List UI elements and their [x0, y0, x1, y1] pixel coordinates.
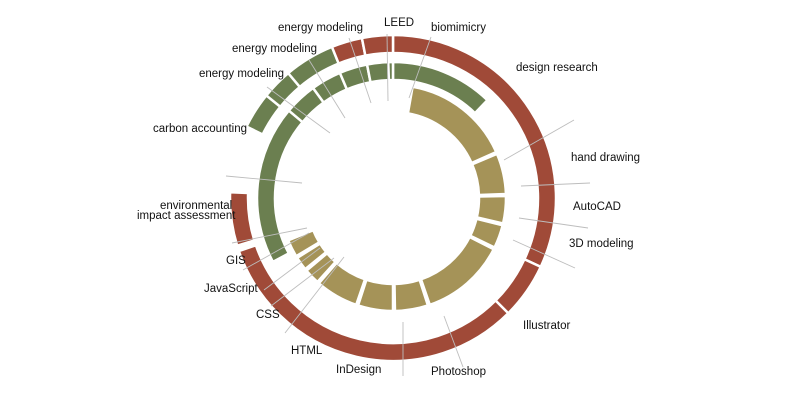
leader-line-css: [270, 257, 335, 307]
segment-label-photoshop: Photoshop: [431, 366, 486, 378]
inner-ring-segment-autocad: [475, 194, 508, 225]
segment-label-design-research: design research: [516, 62, 598, 74]
leader-line-javascript: [263, 247, 321, 291]
inner-ring-segment-indesign: [356, 278, 395, 313]
leader-line-environmental: [225, 175, 303, 184]
inner-ring-segment-hand-drawing: [470, 152, 508, 197]
leader-line-energy-modeling: [308, 59, 346, 119]
leader-line-illustrator: [512, 239, 576, 269]
leader-line-impact-assessment: [231, 227, 308, 244]
outer-ring-segment-hand-drawing: [493, 257, 543, 316]
outer-ring-segment-energy-modeling: [330, 36, 367, 66]
segment-label-illustrator: Illustrator: [523, 320, 570, 332]
inner-ring-segment-html: [317, 261, 367, 307]
inner-ring-segment-design-research: [406, 85, 498, 165]
segment-label-css: CSS: [256, 309, 280, 321]
leader-line-photoshop: [443, 315, 464, 368]
inner-ring-segment-photoshop: [393, 278, 430, 313]
segment-label-energy-modeling: energy modeling: [199, 68, 284, 80]
inner-ring-segment-3d-modeling: [468, 217, 505, 250]
segment-label-biomimicry: biomimicry: [431, 22, 486, 34]
inner-ring-segment-gis: [286, 228, 321, 258]
outer-ring-segment-indesign: [228, 191, 256, 248]
labels-layer: energy modeling LEED biomimicry design rese…: [137, 17, 640, 378]
segment-label-energy-modeling: energy modeling: [278, 22, 363, 34]
middle-ring-segment-leed: [365, 60, 391, 84]
middle-ring-segment-biomimicry: [386, 60, 395, 82]
middle-ring-segment-energy-modeling: [338, 63, 372, 92]
segment-label-gis: GIS: [226, 255, 246, 267]
segment-label-environmental: environmental: [160, 200, 232, 212]
segment-label-leed: LEED: [384, 17, 414, 29]
leader-line-leed: [386, 33, 389, 102]
segment-label-javascript: JavaScript: [204, 283, 258, 295]
leader-line-3d-modeling: [518, 217, 589, 229]
inner-ring-segment-javascript: [295, 241, 328, 271]
middle-ring: [255, 60, 490, 264]
leader-line-biomimicry: [408, 36, 432, 99]
leaders-layer: [225, 33, 591, 376]
segment-label-impact-assessment: impact assessment: [137, 210, 236, 222]
leader-line-autocad: [520, 182, 591, 187]
leader-line-hand-drawing: [503, 119, 575, 161]
segment-label-indesign: InDesign: [336, 364, 381, 376]
leader-line-html: [284, 256, 345, 334]
outer-ring-segment-illustrator: [237, 243, 511, 363]
segment-label-3d-modeling: 3D modeling: [569, 238, 634, 250]
outer-ring-segment-leed: [360, 33, 395, 58]
leader-line-energy-modeling: [266, 86, 331, 134]
leader-line-gis: [242, 232, 310, 271]
segment-label-carbon-accounting: carbon accounting: [153, 123, 247, 135]
inner-ring-segment-illustrator: [419, 235, 496, 307]
leader-line-energy-modeling: [348, 37, 372, 104]
segment-label-html: HTML: [291, 345, 323, 357]
segment-label-autocad: AutoCAD: [573, 201, 621, 213]
inner-ring: [286, 85, 508, 313]
segment-label-energy-modeling: energy modeling: [232, 43, 317, 55]
segment-label-hand-drawing: hand drawing: [571, 152, 640, 164]
